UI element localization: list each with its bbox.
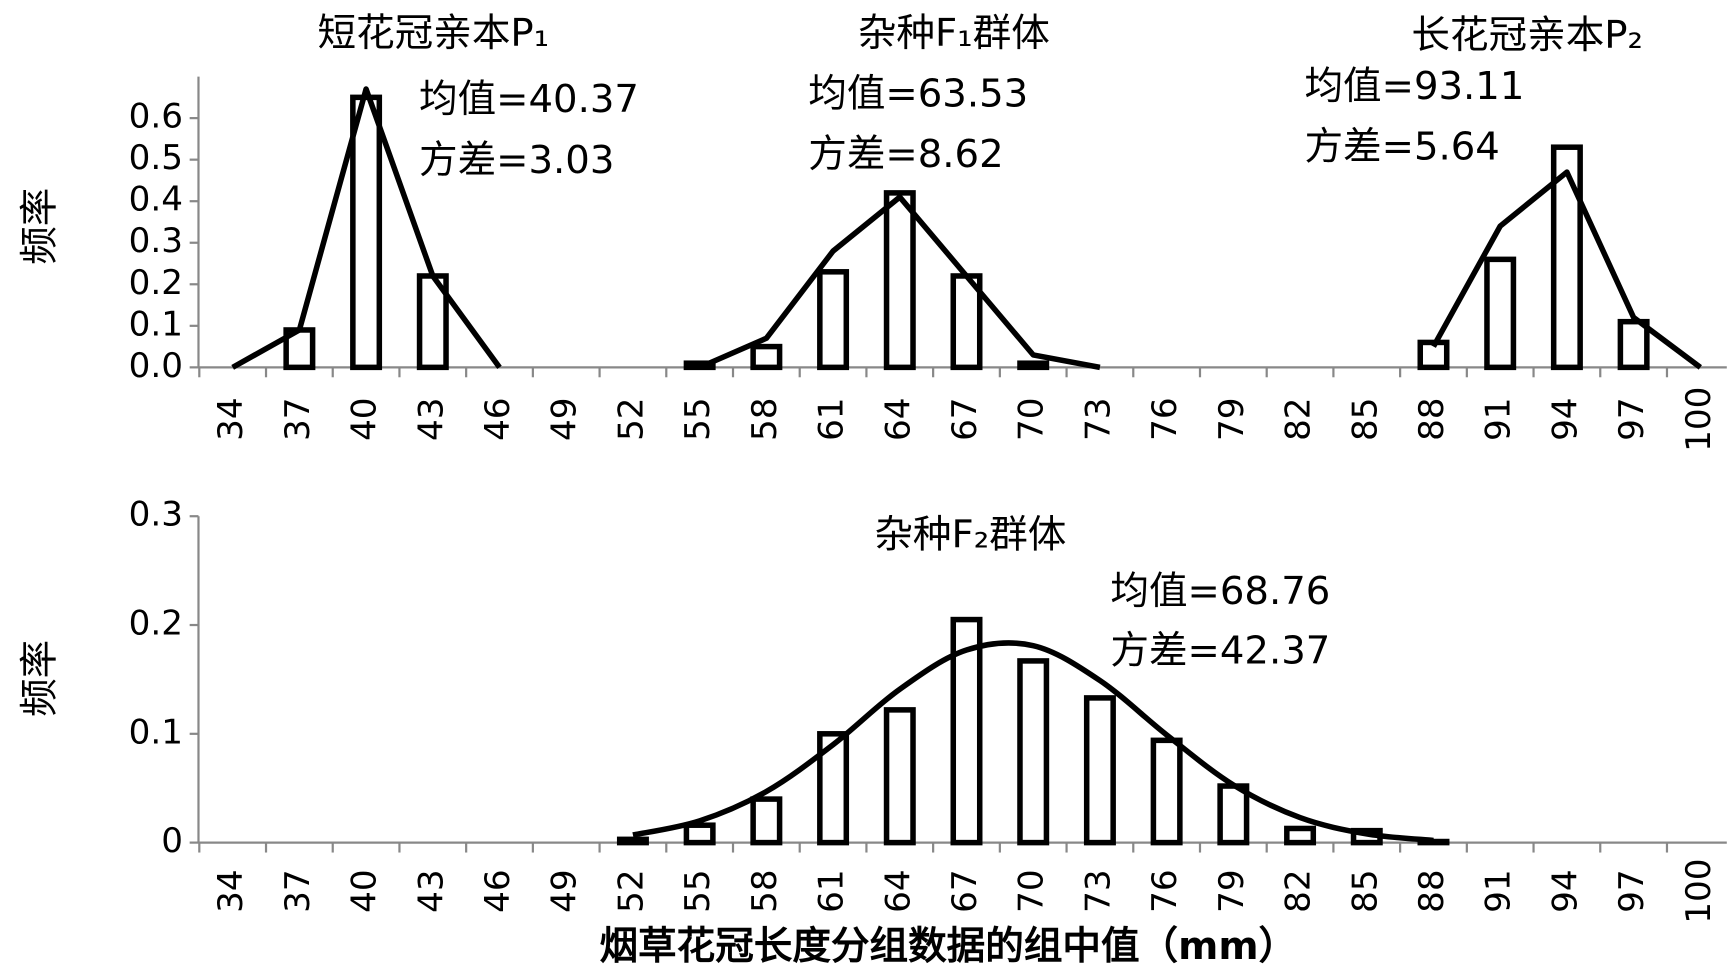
- bar: [1017, 658, 1050, 846]
- x-tick-label: 88: [1412, 869, 1452, 912]
- x-tick-label: 70: [1012, 869, 1052, 912]
- bar: [1550, 144, 1583, 371]
- x-tick-label: 52: [611, 869, 651, 912]
- panel-title: 短花冠亲本P₁: [318, 11, 550, 56]
- panel-title: 长花冠亲本P₂: [1411, 13, 1643, 58]
- y-tick-label: 0.2: [129, 263, 183, 303]
- x-tick-label: 46: [478, 397, 518, 440]
- bar: [1083, 695, 1116, 846]
- annotation: 均值=93.11: [1304, 64, 1524, 109]
- y-tick-label: 0.1: [129, 304, 183, 344]
- annotation: 均值=68.76: [1110, 569, 1330, 614]
- x-tick-label: 37: [278, 869, 318, 912]
- x-tick-label: 73: [1078, 397, 1118, 440]
- x-tick-label: 58: [745, 869, 785, 912]
- annotation: 方差=3.03: [419, 138, 614, 183]
- x-tick-label: 79: [1212, 869, 1252, 912]
- x-tick-label: 91: [1479, 869, 1519, 912]
- bar: [1217, 783, 1250, 846]
- bar: [1150, 737, 1183, 846]
- x-tick-label: 79: [1212, 397, 1252, 440]
- bar: [1284, 825, 1317, 846]
- y-tick-label: 0.3: [129, 221, 183, 261]
- bar: [1617, 318, 1650, 371]
- x-tick-label: 49: [545, 869, 585, 912]
- x-tick-label: 64: [878, 869, 918, 912]
- x-tick-label: 94: [1545, 397, 1585, 440]
- bar: [883, 190, 916, 371]
- y-tick-label: 0.6: [129, 97, 183, 137]
- x-tick-label: 55: [678, 869, 718, 912]
- x-tick-label: 37: [278, 397, 318, 440]
- bar: [1484, 256, 1517, 371]
- x-tick-label: 70: [1012, 397, 1052, 440]
- x-tick-label: 43: [411, 869, 451, 912]
- x-tick-label: 91: [1479, 397, 1519, 440]
- x-tick-label: 94: [1545, 869, 1585, 912]
- bar: [883, 707, 916, 846]
- panel-title: 杂种F₁群体: [858, 11, 1050, 56]
- x-tick-label: 88: [1412, 397, 1452, 440]
- x-tick-label: 85: [1345, 869, 1385, 912]
- x-tick-label: 49: [545, 397, 585, 440]
- x-tick-label: 43: [411, 397, 451, 440]
- y-tick-label: 0.0: [129, 346, 183, 386]
- x-tick-label: 97: [1612, 869, 1652, 912]
- x-tick-label: 82: [1279, 869, 1319, 912]
- bar: [350, 94, 383, 371]
- x-tick-label: 67: [945, 397, 985, 440]
- fit-curve: [632, 640, 1434, 844]
- y-tick-label: 0.2: [129, 604, 183, 644]
- x-tick-label: 67: [945, 869, 985, 912]
- x-tick-label: 76: [1145, 869, 1185, 912]
- x-tick-label: 61: [812, 869, 852, 912]
- x-tick-label: 100: [1679, 859, 1719, 924]
- x-tick-label: 85: [1345, 397, 1385, 440]
- bar: [616, 836, 649, 846]
- x-tick-label: 100: [1679, 387, 1719, 452]
- y-axis-label: 频率: [17, 640, 62, 717]
- x-tick-label: 52: [611, 397, 651, 440]
- bar: [750, 343, 783, 371]
- annotation: 均值=40.37: [419, 77, 639, 122]
- x-axis-label: 烟草花冠长度分组数据的组中值（mm）: [599, 924, 1297, 969]
- frequency-line: [698, 194, 1101, 371]
- y-tick-label: 0: [161, 821, 183, 861]
- annotation: 方差=8.62: [808, 132, 1003, 177]
- x-tick-label: 82: [1279, 397, 1319, 440]
- x-tick-label: 73: [1078, 869, 1118, 912]
- annotation: 均值=63.53: [808, 72, 1028, 117]
- frequency-line: [1431, 169, 1702, 370]
- bar: [1017, 360, 1050, 371]
- x-tick-label: 76: [1145, 397, 1185, 440]
- bar: [416, 273, 449, 371]
- bar: [950, 616, 983, 846]
- frequency-line: [231, 86, 502, 370]
- annotation: 方差=5.64: [1304, 125, 1499, 170]
- x-tick-label: 46: [478, 869, 518, 912]
- bar: [817, 269, 850, 371]
- x-tick-label: 40: [345, 869, 385, 912]
- bar: [683, 822, 716, 846]
- x-tick-label: 40: [345, 397, 385, 440]
- y-tick-label: 0.3: [129, 495, 183, 535]
- x-tick-label: 34: [211, 397, 251, 440]
- x-tick-label: 34: [211, 869, 251, 912]
- annotation: 方差=42.37: [1110, 628, 1330, 673]
- y-tick-label: 0.1: [129, 712, 183, 752]
- x-tick-label: 97: [1612, 397, 1652, 440]
- y-tick-label: 0.5: [129, 138, 183, 178]
- panel-title: 杂种F₂群体: [874, 513, 1066, 558]
- x-tick-label: 61: [812, 397, 852, 440]
- y-tick-label: 0.4: [129, 180, 183, 220]
- x-tick-label: 55: [678, 397, 718, 440]
- x-tick-label: 64: [878, 397, 918, 440]
- x-tick-label: 58: [745, 397, 785, 440]
- bar: [950, 273, 983, 371]
- bar: [750, 796, 783, 846]
- y-axis-label: 频率: [17, 188, 62, 265]
